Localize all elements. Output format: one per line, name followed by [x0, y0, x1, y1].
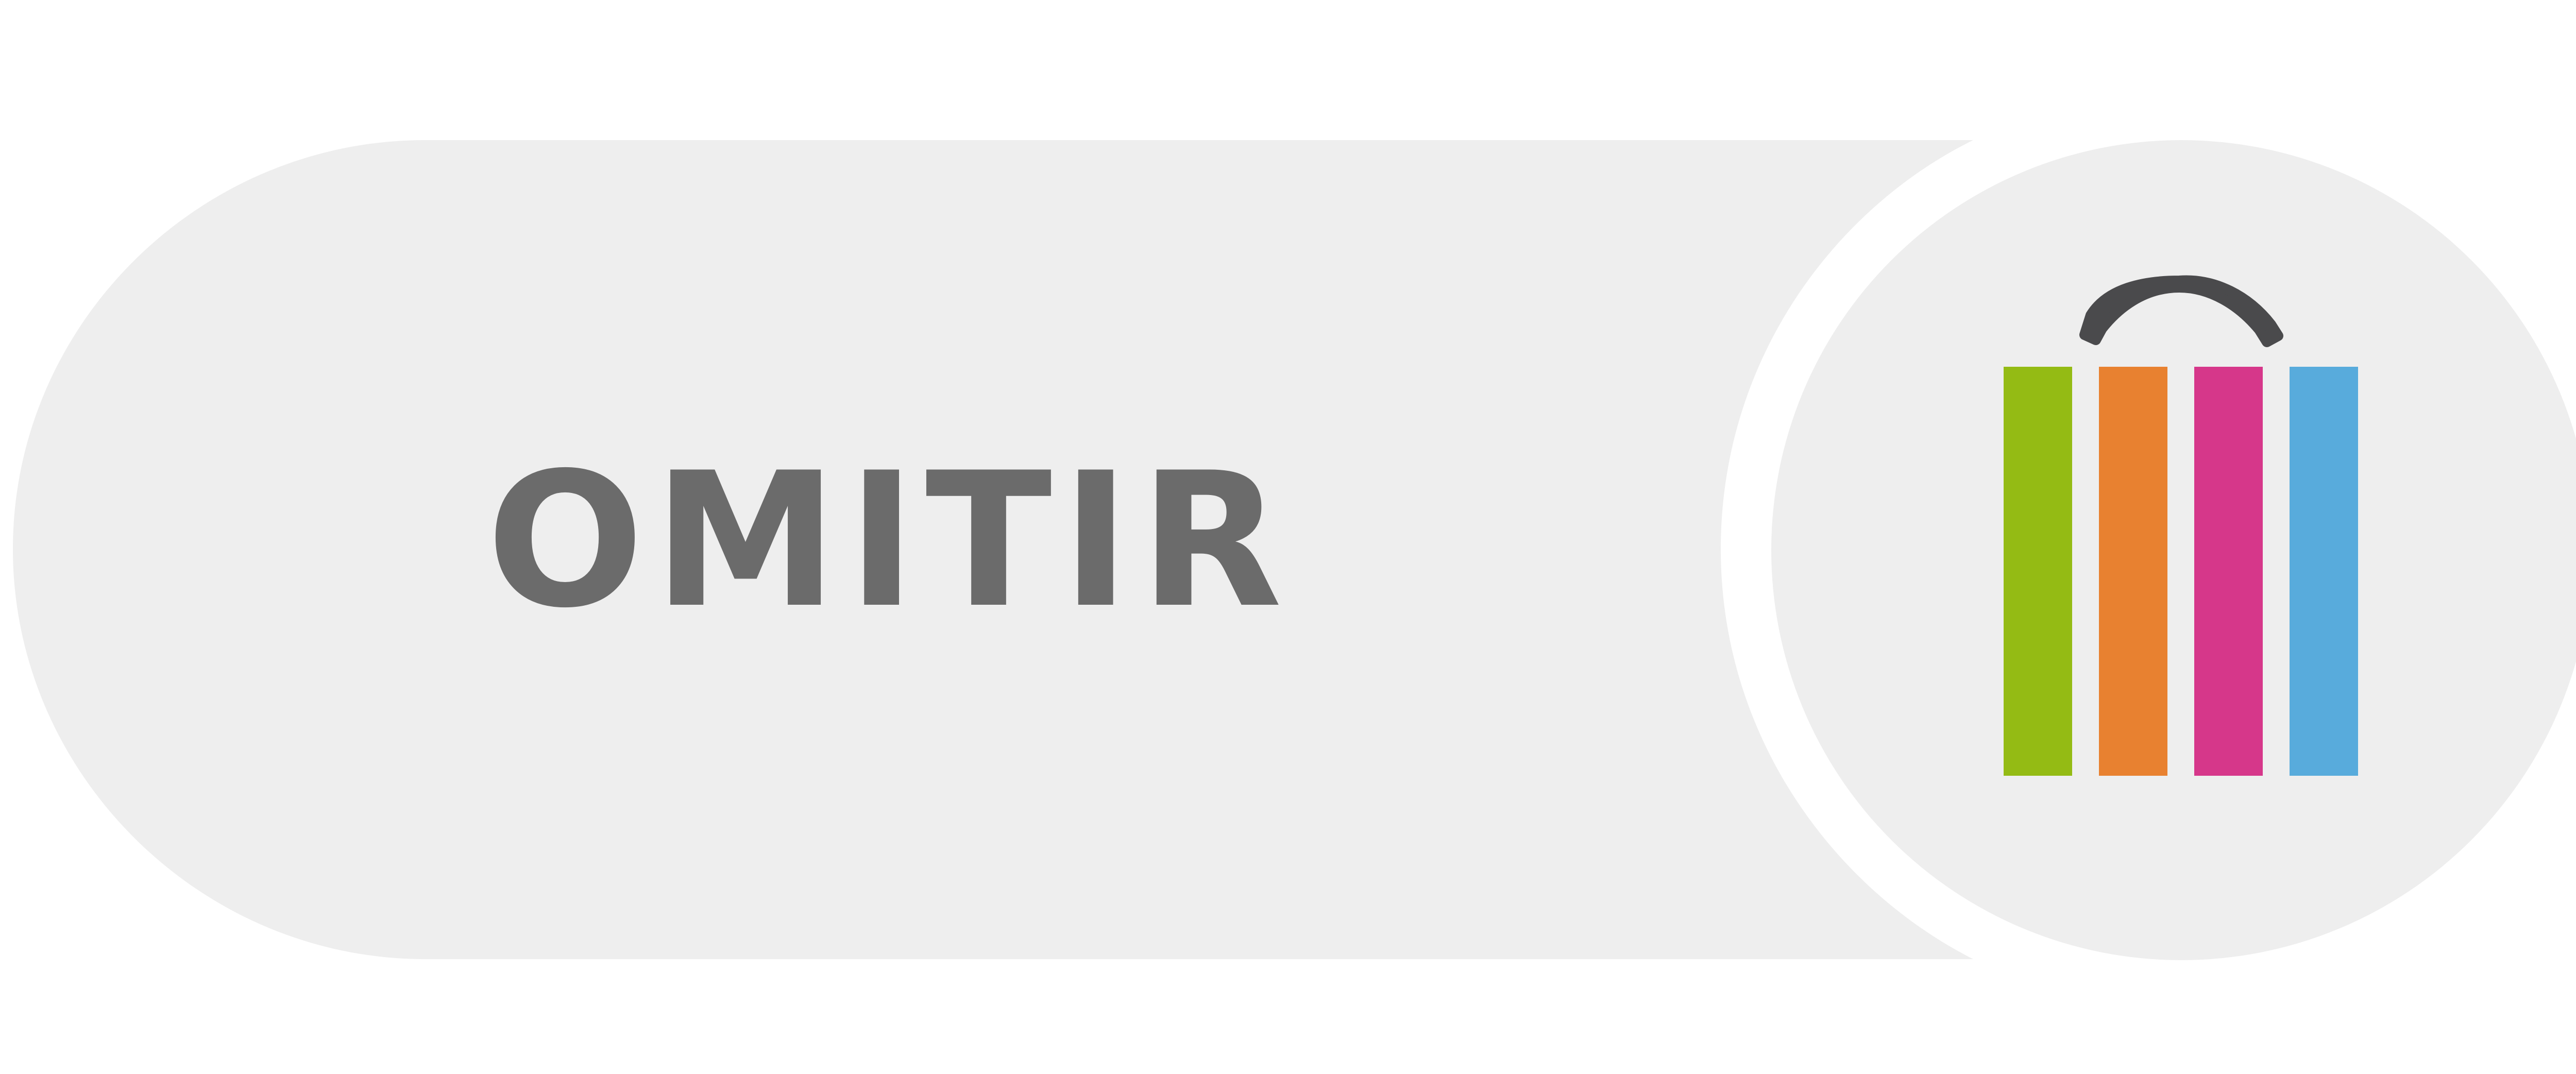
- bag-stripe-green: [2004, 367, 2072, 776]
- shopping-bag-icon: [2004, 275, 2358, 776]
- pill-background: [13, 140, 1973, 959]
- icon-circle-background: [1771, 140, 2576, 960]
- bag-stripe-pink: [2194, 367, 2263, 776]
- skip-label: OMITIR: [486, 433, 1292, 649]
- bag-handle: [2079, 275, 2283, 347]
- bag-stripe-blue: [2290, 367, 2358, 776]
- bag-stripe-orange: [2099, 367, 2167, 776]
